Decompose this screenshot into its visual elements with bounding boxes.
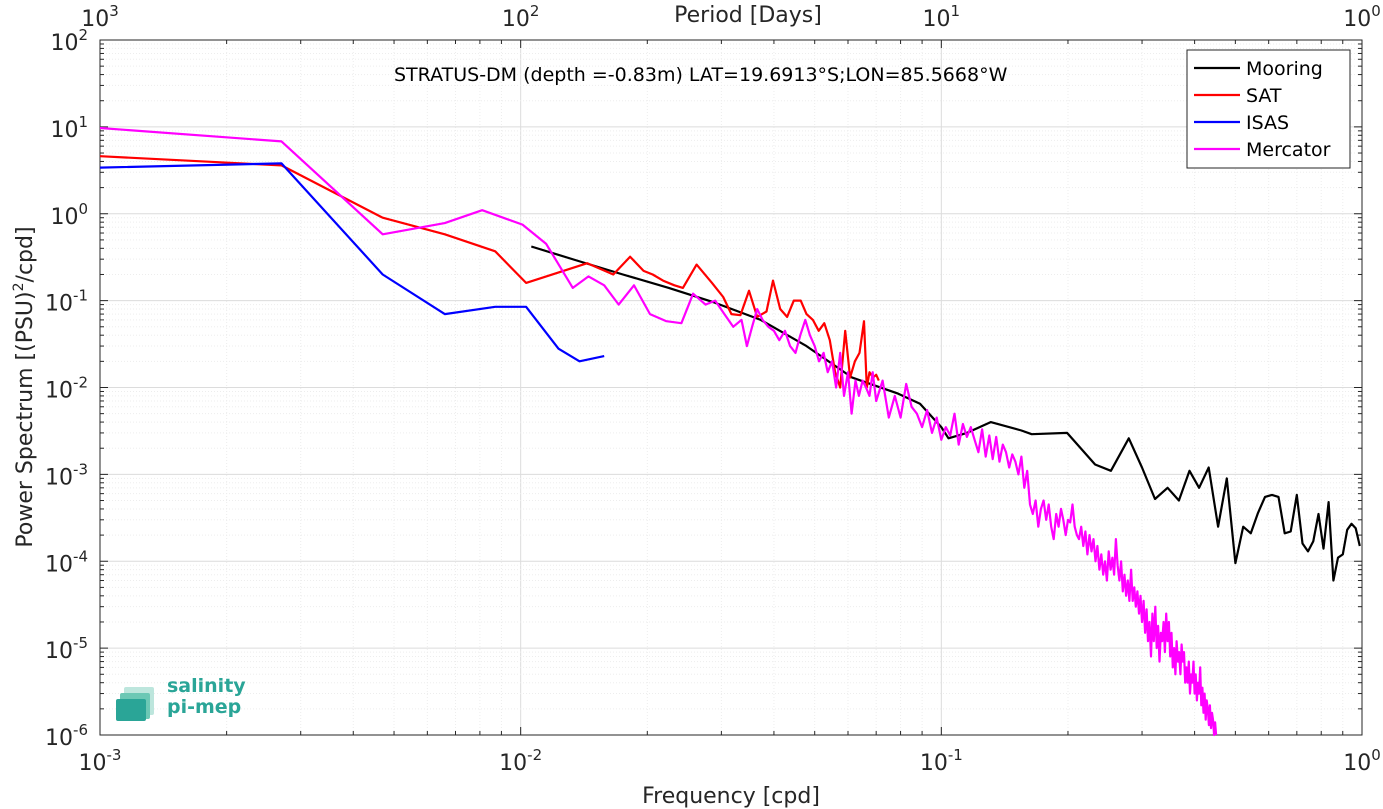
y-axis-label-main: Power Spectrum [(PSU): [13, 291, 38, 547]
series-line-sat: [99, 155, 880, 389]
y-tick-label: 100: [50, 200, 88, 230]
top-x-axis-label: Period [Days]: [674, 3, 822, 28]
logo-line1: salinity: [167, 675, 246, 697]
legend-label-isas: ISAS: [1246, 112, 1289, 134]
series-layer: [99, 126, 1361, 737]
legend-label-sat: SAT: [1246, 85, 1282, 107]
top-x-tick-label: 102: [502, 2, 540, 32]
series-line-isas: [99, 162, 605, 363]
x-tick-label: 10-3: [79, 746, 122, 776]
legend-label-mooring: Mooring: [1246, 58, 1323, 80]
y-tick-label: 10-4: [45, 547, 88, 577]
y-tick-label: 10-1: [45, 287, 88, 317]
y-tick-label: 10-5: [45, 634, 88, 664]
x-axis-label: Frequency [cpd]: [642, 784, 820, 809]
top-x-tick-label: 101: [923, 2, 961, 32]
tick-marks: [99, 39, 1363, 736]
top-x-tick-label: 103: [81, 2, 119, 32]
legend: Mooring SAT ISAS Mercator: [1186, 49, 1351, 169]
chart-title: STRATUS-DM (depth =-0.83m) LAT=19.6913°S…: [394, 64, 1008, 86]
y-tick-label: 10-3: [45, 460, 88, 490]
series-line-mercator: [99, 126, 1218, 737]
y-axis-label-tail: /cpd]: [13, 226, 38, 282]
top-x-tick-label: 100: [1343, 2, 1381, 32]
legend-label-mercator: Mercator: [1246, 139, 1331, 161]
y-axis-label: Power Spectrum [(PSU)2/cpd]: [11, 226, 38, 547]
logo-wave-front: [116, 699, 146, 721]
logo-line2: pi-mep: [167, 696, 241, 718]
x-tick-label: 10-2: [499, 746, 542, 776]
y-tick-label: 10-6: [45, 721, 88, 751]
x-tick-label: 100: [1343, 746, 1381, 776]
y-tick-label: 101: [50, 113, 88, 143]
y-tick-label: 10-2: [45, 374, 88, 404]
salinity-pi-mep-logo: salinity pi-mep: [116, 675, 246, 721]
y-tick-label: 102: [50, 26, 88, 56]
grid-lines: [100, 40, 1362, 735]
x-tick-label: 10-1: [920, 746, 963, 776]
y-axis-label-sup: 2: [11, 282, 27, 291]
